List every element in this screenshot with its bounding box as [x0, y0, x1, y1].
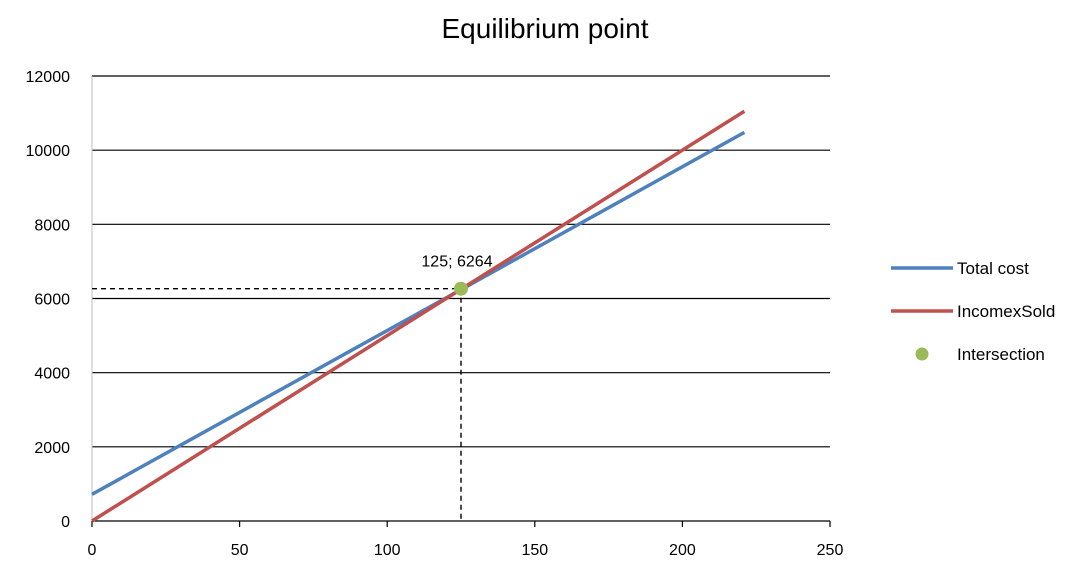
- x-tick-label: 50: [231, 542, 249, 559]
- y-tick-label: 10000: [26, 143, 71, 160]
- x-tick-label: 100: [374, 542, 401, 559]
- annotations: 125; 6264: [421, 254, 492, 271]
- axes: [91, 76, 831, 527]
- y-tick-label: 8000: [34, 217, 70, 234]
- x-tick-label: 150: [521, 542, 548, 559]
- series-line-1: [91, 109, 746, 523]
- series-markers: [454, 281, 468, 296]
- chart-title: Equilibrium point: [442, 13, 649, 44]
- legend: Total cost IncomexSold Intersection: [891, 259, 1055, 364]
- y-tick-label: 0: [61, 514, 70, 531]
- y-axis-tick-labels: 0 2000 4000 6000 8000 10000 12000: [26, 69, 71, 531]
- intersection-point: [454, 281, 468, 296]
- x-tick-label: 0: [88, 542, 97, 559]
- series-line-0: [91, 130, 746, 496]
- legend-label: IncomexSold: [957, 302, 1055, 321]
- legend-swatch-marker: [915, 347, 929, 361]
- y-tick-label: 6000: [34, 292, 70, 309]
- intersection-guides: [92, 288, 462, 521]
- x-tick-label: 200: [669, 542, 696, 559]
- legend-label: Intersection: [957, 345, 1045, 364]
- y-tick-label: 12000: [26, 69, 71, 86]
- x-axis-tick-labels: 0 50 100 150 200 250: [88, 542, 844, 559]
- legend-label: Total cost: [957, 259, 1029, 278]
- intersection-label: 125; 6264: [421, 254, 492, 271]
- series-lines: [91, 109, 746, 523]
- y-tick-label: 2000: [34, 440, 70, 457]
- y-tick-label: 4000: [34, 366, 70, 383]
- x-tick-label: 250: [817, 542, 844, 559]
